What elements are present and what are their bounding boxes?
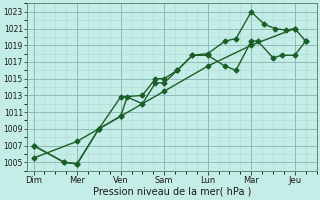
- X-axis label: Pression niveau de la mer( hPa ): Pression niveau de la mer( hPa ): [92, 187, 251, 197]
